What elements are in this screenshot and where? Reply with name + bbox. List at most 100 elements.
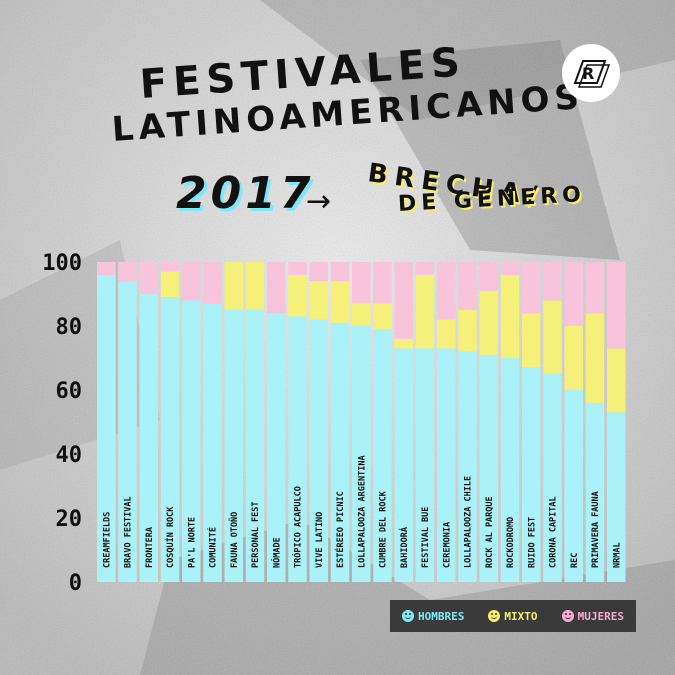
x-tick-label: ROCK AL PARQUE [485, 496, 495, 568]
bar-mujeres [458, 262, 477, 310]
bar-hombres [394, 348, 413, 582]
x-tick-label: NRMAL [612, 542, 622, 568]
bar-mujeres [543, 262, 562, 301]
bar-mujeres [585, 262, 605, 314]
bar-hombres [607, 412, 626, 582]
bar-hombres [97, 274, 116, 582]
bar-mujeres [479, 262, 498, 291]
bar-hombres [288, 316, 307, 582]
bar-mujeres [373, 262, 392, 304]
bar-mixto [394, 338, 413, 349]
x-tick-label: PA'L NORTE [187, 517, 197, 568]
x-tick-label: FAUNA OTOÑO [229, 512, 240, 568]
y-tick-label: 60 [56, 379, 83, 404]
x-tick-label: LOLLAPALOOZA CHILE [464, 476, 474, 568]
legend-label: MIXTO [504, 609, 538, 623]
bar-hombres [500, 358, 520, 582]
bar-hombres [330, 322, 350, 582]
bar-hombres [437, 348, 456, 582]
bar-mujeres [415, 262, 435, 275]
bar-mixto [522, 313, 541, 368]
y-axis: 0 20 40 60 80 100 [42, 251, 82, 596]
logo-letter: R [582, 64, 594, 83]
bar-mixto [309, 281, 328, 320]
x-tick-label: LOLLAPALOOZA ARGENTINA [357, 455, 367, 568]
bar-mixto [352, 303, 371, 326]
bar-mixto [373, 303, 392, 330]
smiley-icon [561, 610, 574, 622]
bar-mixto [288, 274, 307, 317]
bar-mujeres [352, 262, 371, 304]
bar-hombres [267, 313, 286, 582]
x-tick-label: COSQUÍN ROCK [164, 506, 176, 568]
bar-mujeres [160, 262, 180, 272]
bar-hombres [458, 351, 477, 582]
bar-mixto [437, 319, 456, 349]
bar-mujeres [309, 262, 328, 282]
bar-mujeres [118, 262, 137, 282]
smiley-icon [488, 610, 501, 622]
x-tick-label: PRIMAVERA FAUNA [591, 491, 601, 568]
bar-hombres [543, 374, 562, 582]
x-tick-label: FRONTERA [145, 527, 155, 568]
y-tick-label: 40 [56, 443, 83, 468]
legend-item-mujeres: MUJERES [561, 609, 624, 623]
bar-mujeres [139, 262, 158, 294]
bar-mixto [607, 348, 626, 413]
bar-mixto [500, 274, 520, 358]
bar-hombres [118, 281, 137, 582]
x-tick-label: BRAVO FESTIVAL [124, 496, 134, 568]
bar-hombres [522, 367, 541, 582]
y-tick-label: 20 [56, 507, 83, 532]
bar-mixto [330, 281, 350, 323]
x-tick-label: NÓMADE [270, 537, 282, 568]
legend-item-mixto: MIXTO [488, 609, 538, 623]
y-tick-label: 0 [69, 571, 82, 596]
x-tick-label: CORONA CAPITAL [549, 496, 559, 568]
x-tick-label: CEREMONIA [442, 522, 452, 568]
bar-mujeres [394, 262, 413, 339]
legend-label: MUJERES [577, 609, 624, 623]
bar-hombres [415, 348, 435, 582]
bar-hombres [245, 310, 265, 582]
bar-mujeres [437, 262, 456, 320]
bar-mixto [564, 326, 583, 390]
x-tick-label: BAHIDORÁ [398, 527, 410, 568]
legend-item-hombres: HOMBRES [402, 610, 464, 623]
bar-mujeres [97, 262, 116, 275]
x-tick-label: TRÓPICO ACAPULCO [292, 486, 304, 568]
x-tick-label: PERSONAL FEST [251, 501, 261, 568]
x-tick-label: CUMBRE DEL ROCK [379, 490, 389, 568]
rock-logo-icon: R [562, 44, 620, 102]
title-year: 2017 [176, 168, 315, 219]
legend-label: HOMBRES [418, 609, 465, 623]
bar-mixto [224, 262, 243, 310]
x-tick-label: FESTIVAL BUE [421, 507, 431, 568]
x-tick-label: CREAMFIELDS [102, 512, 112, 568]
bar-hombres [352, 326, 371, 582]
bar-mujeres [203, 262, 222, 304]
bar-hombres [182, 300, 201, 582]
bar-hombres [564, 390, 583, 582]
x-tick-label: COMUNITÉ [207, 527, 219, 568]
bars-group [97, 262, 626, 582]
bar-hombres [139, 294, 158, 582]
title-arrow-icon: → [306, 184, 332, 219]
bar-mujeres [564, 262, 583, 326]
bar-mujeres [267, 262, 286, 314]
bar-mujeres [182, 262, 201, 301]
bar-mujeres [522, 262, 541, 314]
bar-mixto [585, 313, 605, 403]
bar-hombres [585, 402, 605, 582]
bar-mixto [458, 310, 477, 352]
bar-hombres [160, 297, 180, 582]
y-tick-label: 100 [42, 251, 82, 276]
bar-hombres [203, 303, 222, 582]
bar-mujeres [288, 262, 307, 275]
logo-mark: R [573, 60, 611, 88]
x-tick-label: ESTÉREEO PICNIC [334, 491, 346, 568]
y-tick-label: 80 [56, 315, 83, 340]
legend: HOMBRES MIXTO MUJERES [390, 600, 636, 632]
bar-mixto [415, 274, 435, 349]
